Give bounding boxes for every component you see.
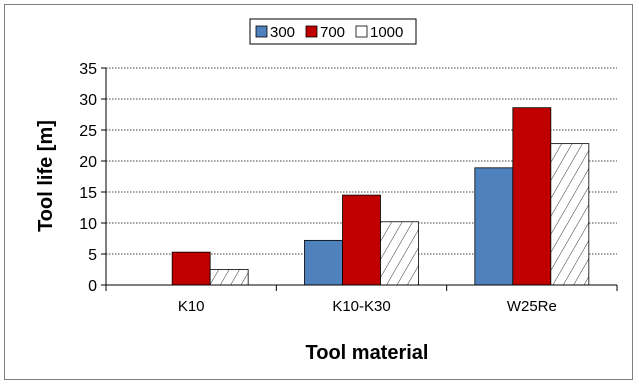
- y-tick-label: 0: [88, 278, 97, 295]
- y-axis-label: Tool life [m]: [35, 120, 57, 232]
- legend-label-300: 300: [270, 24, 295, 41]
- y-tick-label: 15: [79, 185, 97, 202]
- bar-1000-w25re: [550, 143, 590, 286]
- legend-label-700: 700: [320, 24, 345, 41]
- legend-swatch-300: [255, 25, 268, 38]
- y-tick-label: 30: [79, 92, 97, 109]
- x-tick-label: W25Re: [507, 298, 557, 315]
- bar-1000-k10-k30: [380, 221, 419, 286]
- y-tick-label: 35: [79, 61, 97, 78]
- y-tick-labels: 0 5 10 15 20 25 30 35: [79, 61, 97, 295]
- legend-label-1000: 1000: [370, 24, 403, 41]
- x-axis-label: Tool material: [306, 342, 429, 364]
- bar-700-k10: [171, 251, 211, 286]
- bar-300-k10-k30: [304, 239, 343, 286]
- x-tick-labels: K10 K10-K30 W25Re: [178, 298, 557, 315]
- chart-frame: [4, 4, 633, 380]
- y-tick-label: 5: [88, 247, 97, 264]
- bar-300-w25re: [474, 167, 514, 286]
- axes: [101, 67, 618, 291]
- bar-700-w25re: [512, 107, 552, 286]
- legend-box: [249, 18, 417, 45]
- x-tick-label: K10: [178, 298, 205, 315]
- legend: 300 700 1000: [249, 18, 417, 45]
- y-tick-label: 25: [79, 123, 97, 140]
- x-tick-label: K10-K30: [332, 298, 390, 315]
- y-tick-label: 10: [79, 216, 97, 233]
- legend-swatch-700: [305, 25, 318, 38]
- bars-group: [171, 107, 590, 286]
- legend-swatch-1000: [355, 25, 368, 38]
- bar-700-k10-k30: [342, 194, 381, 286]
- y-tick-label: 20: [79, 154, 97, 171]
- bar-1000-k10: [209, 269, 249, 286]
